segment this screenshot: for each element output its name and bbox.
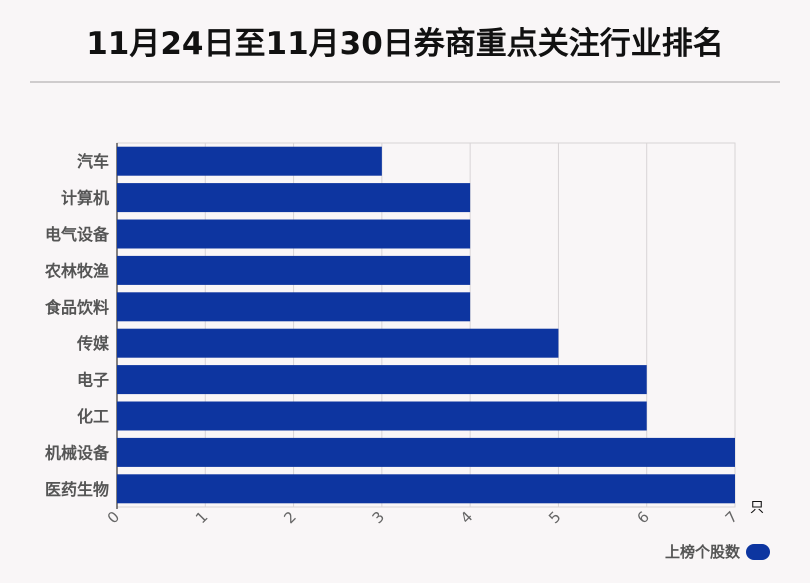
category-label: 传媒 xyxy=(76,334,110,353)
x-tick-label: 4 xyxy=(457,508,476,527)
bar-layer xyxy=(117,146,735,504)
legend-label: 上榜个股数 xyxy=(664,543,740,561)
category-label: 机械设备 xyxy=(45,443,110,462)
category-label: 计算机 xyxy=(61,189,109,208)
tick-label-layer: 0 1 2 3 4 5 6 7 xyxy=(104,508,741,527)
bar[interactable] xyxy=(117,292,471,322)
x-tick-label: 3 xyxy=(369,508,388,527)
bar[interactable] xyxy=(117,219,471,249)
bar[interactable] xyxy=(117,146,382,176)
bar[interactable] xyxy=(117,183,471,213)
title-divider xyxy=(30,81,780,83)
category-label: 食品饮料 xyxy=(44,298,109,317)
bar[interactable] xyxy=(117,437,735,467)
category-label: 农林牧渔 xyxy=(44,261,109,280)
category-label: 化工 xyxy=(77,407,109,426)
chart-title: 11月24日至11月30日券商重点关注行业排名 xyxy=(86,26,724,62)
bar[interactable] xyxy=(117,401,647,431)
legend-swatch xyxy=(746,543,770,560)
x-tick-label: 1 xyxy=(192,508,211,527)
x-tick-label: 2 xyxy=(280,508,299,527)
category-label: 电子 xyxy=(77,371,109,390)
category-label: 医药生物 xyxy=(45,480,109,499)
category-label: 电气设备 xyxy=(45,225,110,244)
bar[interactable] xyxy=(117,328,559,358)
x-unit-label: 只 xyxy=(750,500,764,516)
x-tick-label: 7 xyxy=(722,508,741,527)
category-label: 汽车 xyxy=(77,152,109,171)
bar[interactable] xyxy=(117,474,735,504)
x-tick-label: 5 xyxy=(545,508,564,527)
x-tick-label: 6 xyxy=(633,508,652,527)
bar[interactable] xyxy=(117,255,471,285)
legend[interactable]: 上榜个股数 xyxy=(665,541,770,562)
bar[interactable] xyxy=(117,365,647,395)
x-tick-label: 0 xyxy=(104,508,123,527)
